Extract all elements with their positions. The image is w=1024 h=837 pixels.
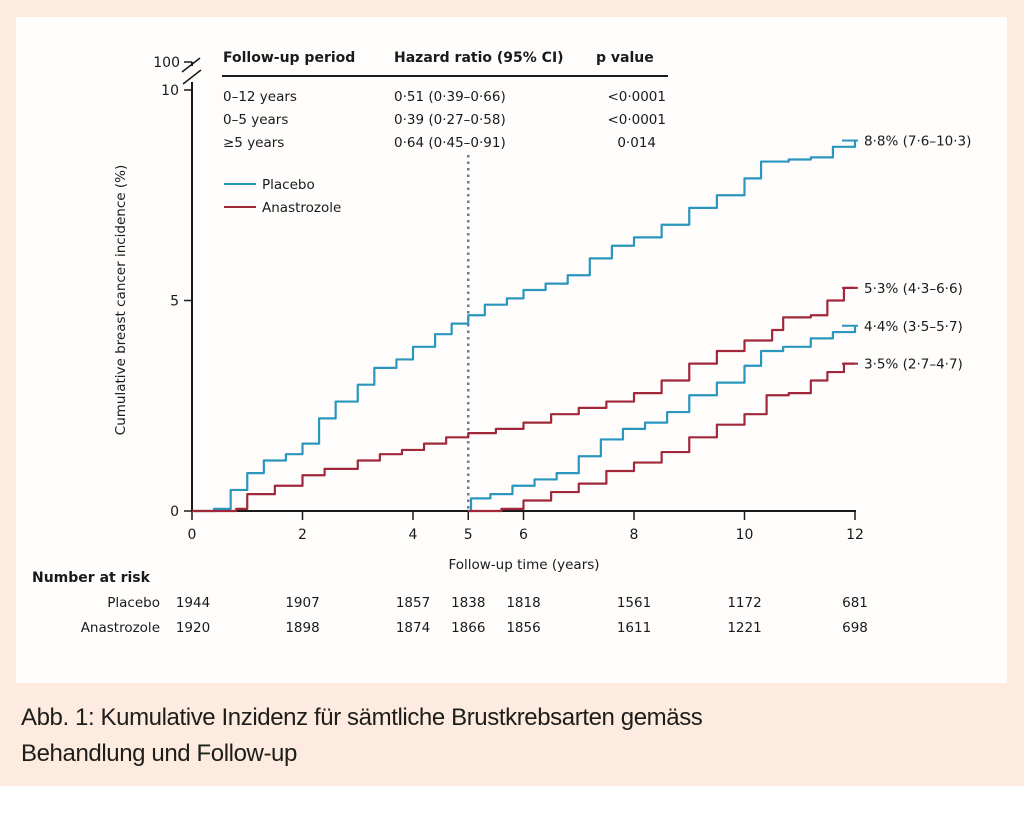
risk-table-title: Number at risk: [32, 570, 151, 586]
x-tick-label: 8: [630, 527, 639, 543]
y-axis-break-mark-1: [181, 57, 201, 73]
km-chart: 100 0 5 10 0 2 4 5 6 8 10 12 8·8% (7·6–10·3) 5·3% …: [32, 50, 971, 636]
risk-value: 1172: [727, 595, 761, 611]
chart-panel: [16, 17, 1007, 683]
y-tick-label: 10: [161, 83, 179, 99]
hazard-header-period: Follow-up period: [223, 50, 355, 66]
y-tick-label: 0: [170, 504, 179, 520]
series-line-placebo-0: [192, 140, 857, 513]
y-tick-label: 5: [170, 294, 179, 310]
hazard-row-pvalue: 0·014: [617, 135, 656, 151]
risk-value: 1221: [727, 620, 761, 636]
risk-value: 1866: [451, 620, 485, 636]
risk-value: 1920: [176, 620, 210, 636]
hazard-row-ratio: 0·64 (0·45–0·91): [394, 135, 506, 151]
end-labels: 8·8% (7·6–10·3) 5·3% (4·3–6·6) 4·4% (3·5–5…: [842, 134, 971, 373]
risk-value: 1611: [617, 620, 651, 636]
y-ticks: 0 5 10: [161, 83, 192, 520]
legend-label-anastrozole: Anastrozole: [262, 200, 341, 216]
hazard-row-period: 0–5 years: [223, 112, 288, 128]
risk-row-label-anastrozole: Anastrozole: [81, 620, 160, 636]
series-line-placebo-2: [468, 325, 857, 513]
legend: Placebo Anastrozole: [224, 177, 341, 216]
caption-line-2: Behandlung und Follow-up: [21, 740, 297, 767]
risk-table: Number at risk Placebo Anastrozole 1944 1…: [32, 570, 868, 636]
x-tick-label: 0: [188, 527, 197, 543]
y-axis-break-mark-2: [182, 69, 202, 85]
end-label: 3·5% (2·7–4·7): [864, 357, 963, 373]
x-tick-label: 10: [736, 527, 754, 543]
hazard-header-ratio: Hazard ratio (95% CI): [394, 50, 564, 66]
x-tick-label: 4: [409, 527, 418, 543]
hazard-row-ratio: 0·51 (0·39–0·66): [394, 89, 506, 105]
end-label: 8·8% (7·6–10·3): [864, 134, 971, 150]
x-tick-label: 12: [846, 527, 864, 543]
hazard-row-period: 0–12 years: [223, 89, 297, 105]
risk-value: 1907: [285, 595, 319, 611]
x-axis-label: Follow-up time (years): [448, 557, 599, 573]
risk-value: 1856: [506, 620, 540, 636]
risk-value: 1857: [396, 595, 430, 611]
end-label: 5·3% (4·3–6·6): [864, 281, 963, 297]
x-tick-label: 2: [298, 527, 307, 543]
legend-label-placebo: Placebo: [262, 177, 315, 193]
series-group: [192, 140, 857, 513]
risk-value: 1898: [285, 620, 319, 636]
risk-value: 1818: [506, 595, 540, 611]
y-tick-label-100: 100: [153, 55, 180, 71]
hazard-row-pvalue: <0·0001: [607, 112, 666, 128]
risk-value: 698: [842, 620, 868, 636]
hazard-header-pvalue: p value: [596, 50, 654, 66]
risk-value: 1561: [617, 595, 651, 611]
hazard-row-pvalue: <0·0001: [607, 89, 666, 105]
hazard-row-period: ≥5 years: [223, 135, 284, 151]
risk-values: 1944 1907 1857 1838 1818 1561 1172 681 1920 1898 1…: [176, 595, 868, 636]
risk-value: 1874: [396, 620, 430, 636]
figure-caption: Abb. 1: Kumulative Inzidenz für sämtlich…: [21, 700, 1001, 772]
series-line-anastrozole-3: [468, 362, 855, 513]
risk-value: 1838: [451, 595, 485, 611]
x-tick-label: 5: [464, 527, 473, 543]
caption-line-1: Abb. 1: Kumulative Inzidenz für sämtlich…: [21, 704, 703, 731]
series-line-anastrozole-1: [192, 286, 855, 513]
y-axis-label: Cumulative breast cancer incidence (%): [113, 165, 129, 435]
risk-value: 1944: [176, 595, 210, 611]
hazard-table: Follow-up period Hazard ratio (95% CI) p…: [222, 50, 668, 151]
end-label: 4·4% (3·5–5·7): [864, 319, 963, 335]
x-tick-label: 6: [519, 527, 528, 543]
x-ticks: 0 2 4 5 6 8 10 12: [188, 511, 864, 543]
hazard-row-ratio: 0·39 (0·27–0·58): [394, 112, 506, 128]
risk-row-label-placebo: Placebo: [107, 595, 160, 611]
risk-value: 681: [842, 595, 868, 611]
figure-frame: [0, 0, 1024, 786]
